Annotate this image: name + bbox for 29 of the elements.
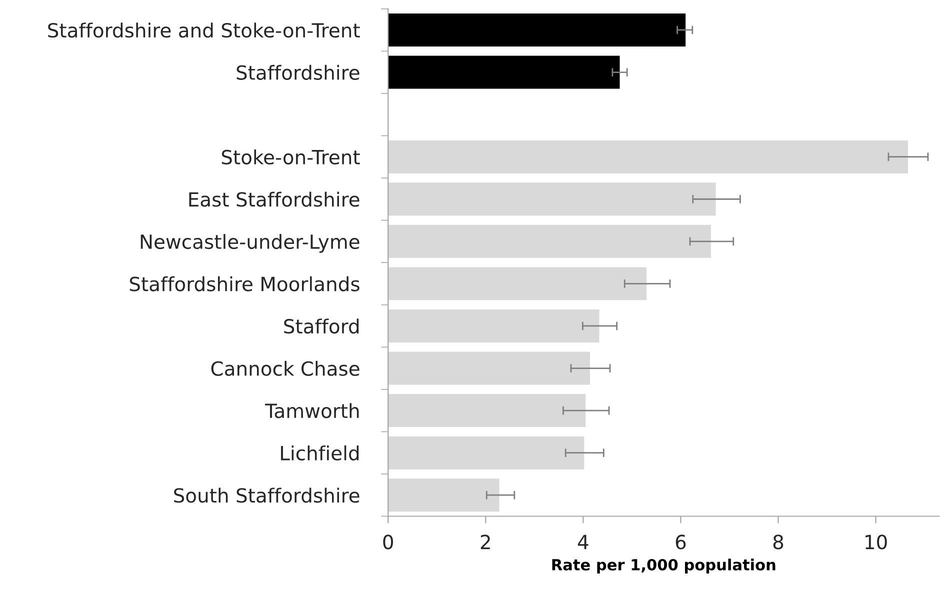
y-tick-label: Newcastle-under-Lyme: [140, 234, 360, 253]
x-tick-label: 0: [383, 534, 393, 550]
y-tick-label: Stoke-on-Trent: [222, 149, 360, 165]
bar: [388, 352, 590, 385]
y-tick-label: Staffordshire and Stoke-on-Trent: [48, 22, 360, 38]
y-tick-label: Staffordshire Moorlands: [130, 276, 360, 292]
bar: [388, 140, 908, 174]
bar: [388, 182, 716, 216]
y-tick-label: South Staffordshire: [174, 488, 360, 503]
y-tick-label: East Staffordshire: [189, 192, 360, 207]
x-tick-label: 8: [773, 534, 784, 550]
x-tick-label: 10: [866, 534, 887, 550]
x-tick-label: 6: [676, 534, 686, 550]
bar: [388, 436, 584, 470]
bar: [388, 267, 647, 300]
bar: [388, 56, 620, 89]
bar: [388, 309, 600, 342]
y-tick-label: Staffordshire: [236, 64, 360, 80]
y-tick-label: Stafford: [284, 318, 359, 334]
y-tick-label: Tamworth: [265, 403, 359, 418]
y-tick-label: Lichfield: [281, 445, 359, 460]
x-tick-label: 4: [578, 534, 588, 550]
bar: [388, 394, 586, 428]
x-axis-title: Rate per 1,000 population: [552, 558, 776, 574]
bar: [388, 224, 711, 258]
bar: [388, 14, 686, 46]
x-tick-label: 2: [480, 534, 490, 550]
y-tick-label: Cannock Chase: [211, 360, 360, 376]
bar: [388, 478, 500, 512]
